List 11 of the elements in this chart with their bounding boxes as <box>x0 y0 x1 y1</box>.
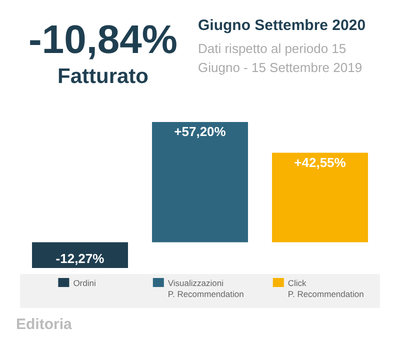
x-tick-label: Click P. Recommendation <box>288 278 364 299</box>
chart-subtitle: Dati rispetto al periodo 15 Giugno - 15 Settembre 2019 <box>198 40 364 77</box>
data-label: +57,20% <box>174 124 226 140</box>
chart-title: Giugno Settembre 2020 <box>198 16 367 36</box>
data-label: -12,27% <box>56 251 105 266</box>
x-tick-label: Ordini <box>73 278 96 288</box>
data-label: +42,55% <box>294 155 346 170</box>
text: -10,84% <box>28 17 178 64</box>
text: Editoria <box>16 316 73 333</box>
x-tick-label: Visualizzazioni P. Recommendation <box>168 278 244 299</box>
text: Fatturato <box>56 64 150 90</box>
